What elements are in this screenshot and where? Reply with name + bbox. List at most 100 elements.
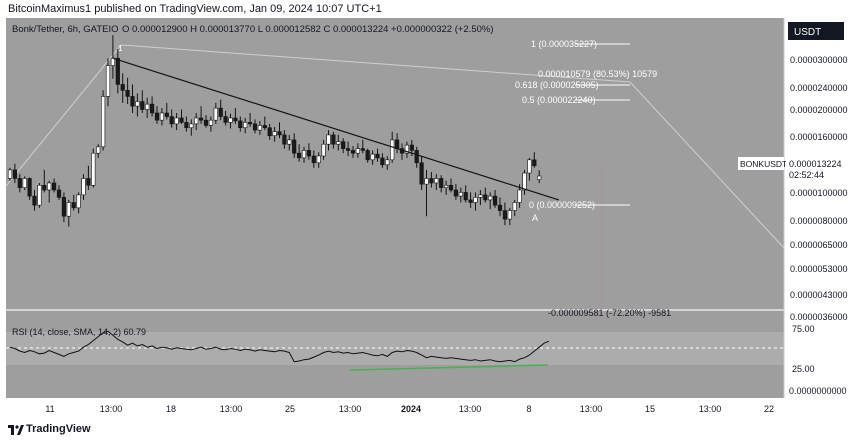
time-tick-label: 8 <box>526 404 531 414</box>
wave-label-top: 1 <box>118 44 123 53</box>
candle-body <box>135 101 140 107</box>
candle-body <box>380 157 385 166</box>
candle-body <box>12 169 18 179</box>
candle-body <box>277 131 282 136</box>
price-tick-label: 0.0000065000 <box>790 240 848 250</box>
price-tick-label: 0.0000100000 <box>790 188 848 198</box>
candle-body <box>355 148 361 154</box>
candle-body <box>22 178 27 188</box>
time-tick-label: 25 <box>285 404 295 414</box>
candle-body <box>27 178 32 197</box>
candle-body <box>96 146 101 154</box>
candle-body <box>311 155 316 164</box>
descending-trendline[interactable] <box>112 57 559 201</box>
candle-body <box>81 178 86 196</box>
candle-body <box>194 117 199 125</box>
candle-body <box>110 57 115 66</box>
price-chart[interactable]: Bonk/Tether, 6h, GATEIO O 0.000012900 H … <box>0 18 850 420</box>
candle-body <box>497 204 503 211</box>
candle-body <box>223 116 228 123</box>
candle-body <box>169 116 174 125</box>
candle-body <box>443 184 449 188</box>
candle-body <box>257 125 263 131</box>
candle-body <box>179 117 184 123</box>
candle-body <box>218 107 223 117</box>
candle-body <box>189 123 194 129</box>
candle-body <box>360 148 365 151</box>
candle-body <box>522 172 527 191</box>
candle-body <box>272 131 277 137</box>
symbol-label-box <box>738 157 784 170</box>
currency-badge[interactable] <box>788 22 844 40</box>
fib-label-1: 1 (0.000035227) <box>531 39 597 49</box>
candle-body <box>390 139 395 161</box>
candle-body <box>321 143 326 157</box>
candle-body <box>76 194 81 209</box>
candle-body <box>61 197 66 217</box>
candle-body <box>512 202 517 211</box>
candle-body <box>267 127 272 137</box>
candle-body <box>537 175 542 180</box>
candle-body <box>424 178 429 185</box>
fib-range-label: 0.000010579 (80.53%) 10579 <box>538 69 657 79</box>
publisher-header: BitcoinMaximus1 published on TradingView… <box>0 0 850 18</box>
candle-body <box>434 178 439 184</box>
candle-body <box>199 117 204 121</box>
candle-body <box>71 202 76 209</box>
candle-body <box>184 122 189 129</box>
candle-body <box>488 195 493 201</box>
time-tick-label: 11 <box>45 404 54 414</box>
candle-body <box>439 178 444 188</box>
candle-body <box>213 107 218 121</box>
candle-body <box>316 155 321 164</box>
candle-body <box>66 202 71 217</box>
candle-body <box>101 96 106 148</box>
candles-group <box>7 35 542 227</box>
last-price-box <box>786 157 848 181</box>
candle-body <box>341 141 346 149</box>
price-tick-label: 0.0000043000 <box>790 290 848 300</box>
candle-body <box>203 119 209 126</box>
ohlc-legend: O 0.000012900 H 0.000013770 L 0.00001258… <box>122 24 494 35</box>
rsi-bottom-tick: 0.0000000000 <box>789 386 847 396</box>
footer: TradingView <box>0 420 850 442</box>
price-tick-label: 0.0000080000 <box>790 216 848 226</box>
candle-body <box>468 199 473 203</box>
candle-body <box>51 182 57 191</box>
candle-body <box>47 182 52 191</box>
time-tick-label: 13:00 <box>699 404 722 414</box>
candle-body <box>502 210 508 220</box>
candle-body <box>419 162 424 185</box>
symbol-legend[interactable]: Bonk/Tether, 6h, GATEIO <box>12 24 119 35</box>
candle-body <box>125 90 130 97</box>
candle-body <box>492 195 498 206</box>
candle-body <box>248 122 253 125</box>
candle-body <box>243 122 248 129</box>
candle-body <box>532 159 537 167</box>
main-pane-background <box>6 18 784 309</box>
candle-body <box>7 169 13 179</box>
candle-body <box>154 112 160 121</box>
candle-body <box>42 184 47 191</box>
candle-body <box>448 184 454 191</box>
time-tick-label: 13:00 <box>100 404 123 414</box>
candle-body <box>507 210 512 220</box>
time-tick-label: 13:00 <box>580 404 603 414</box>
rsi-tick-75: 75.00 <box>792 324 815 334</box>
footer-brand: TradingView <box>26 423 91 435</box>
candle-body <box>282 134 287 145</box>
last-price: 0.000013224 <box>789 159 842 169</box>
candle-body <box>370 153 375 161</box>
time-axis[interactable]: 11 13:00 18 13:00 25 13:00 2024 13:00 8 13:00 15 13… <box>45 404 774 414</box>
fib-label-0: 0 (0.000009252) <box>529 200 595 210</box>
rsi-legend[interactable]: RSI (14, close, SMA, 14, 2) 60.79 <box>12 327 146 337</box>
candle-body <box>350 150 356 154</box>
countdown: 02:52:44 <box>789 170 824 180</box>
fib-label-05: 0.5 (0.000022240) <box>522 95 596 105</box>
rsi-support-line <box>349 364 549 371</box>
time-tick-label: 22 <box>764 404 774 414</box>
price-tick-label: 0.0000160000 <box>790 132 848 142</box>
candle-body <box>473 197 478 203</box>
candle-body <box>345 148 351 151</box>
price-ticks: 0.0000300000 0.0000240000 0.0000200000 0.00… <box>790 55 848 322</box>
